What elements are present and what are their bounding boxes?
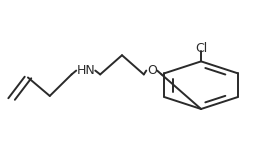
Text: Cl: Cl xyxy=(195,42,207,55)
Text: O: O xyxy=(147,64,157,77)
Text: HN: HN xyxy=(77,64,96,77)
